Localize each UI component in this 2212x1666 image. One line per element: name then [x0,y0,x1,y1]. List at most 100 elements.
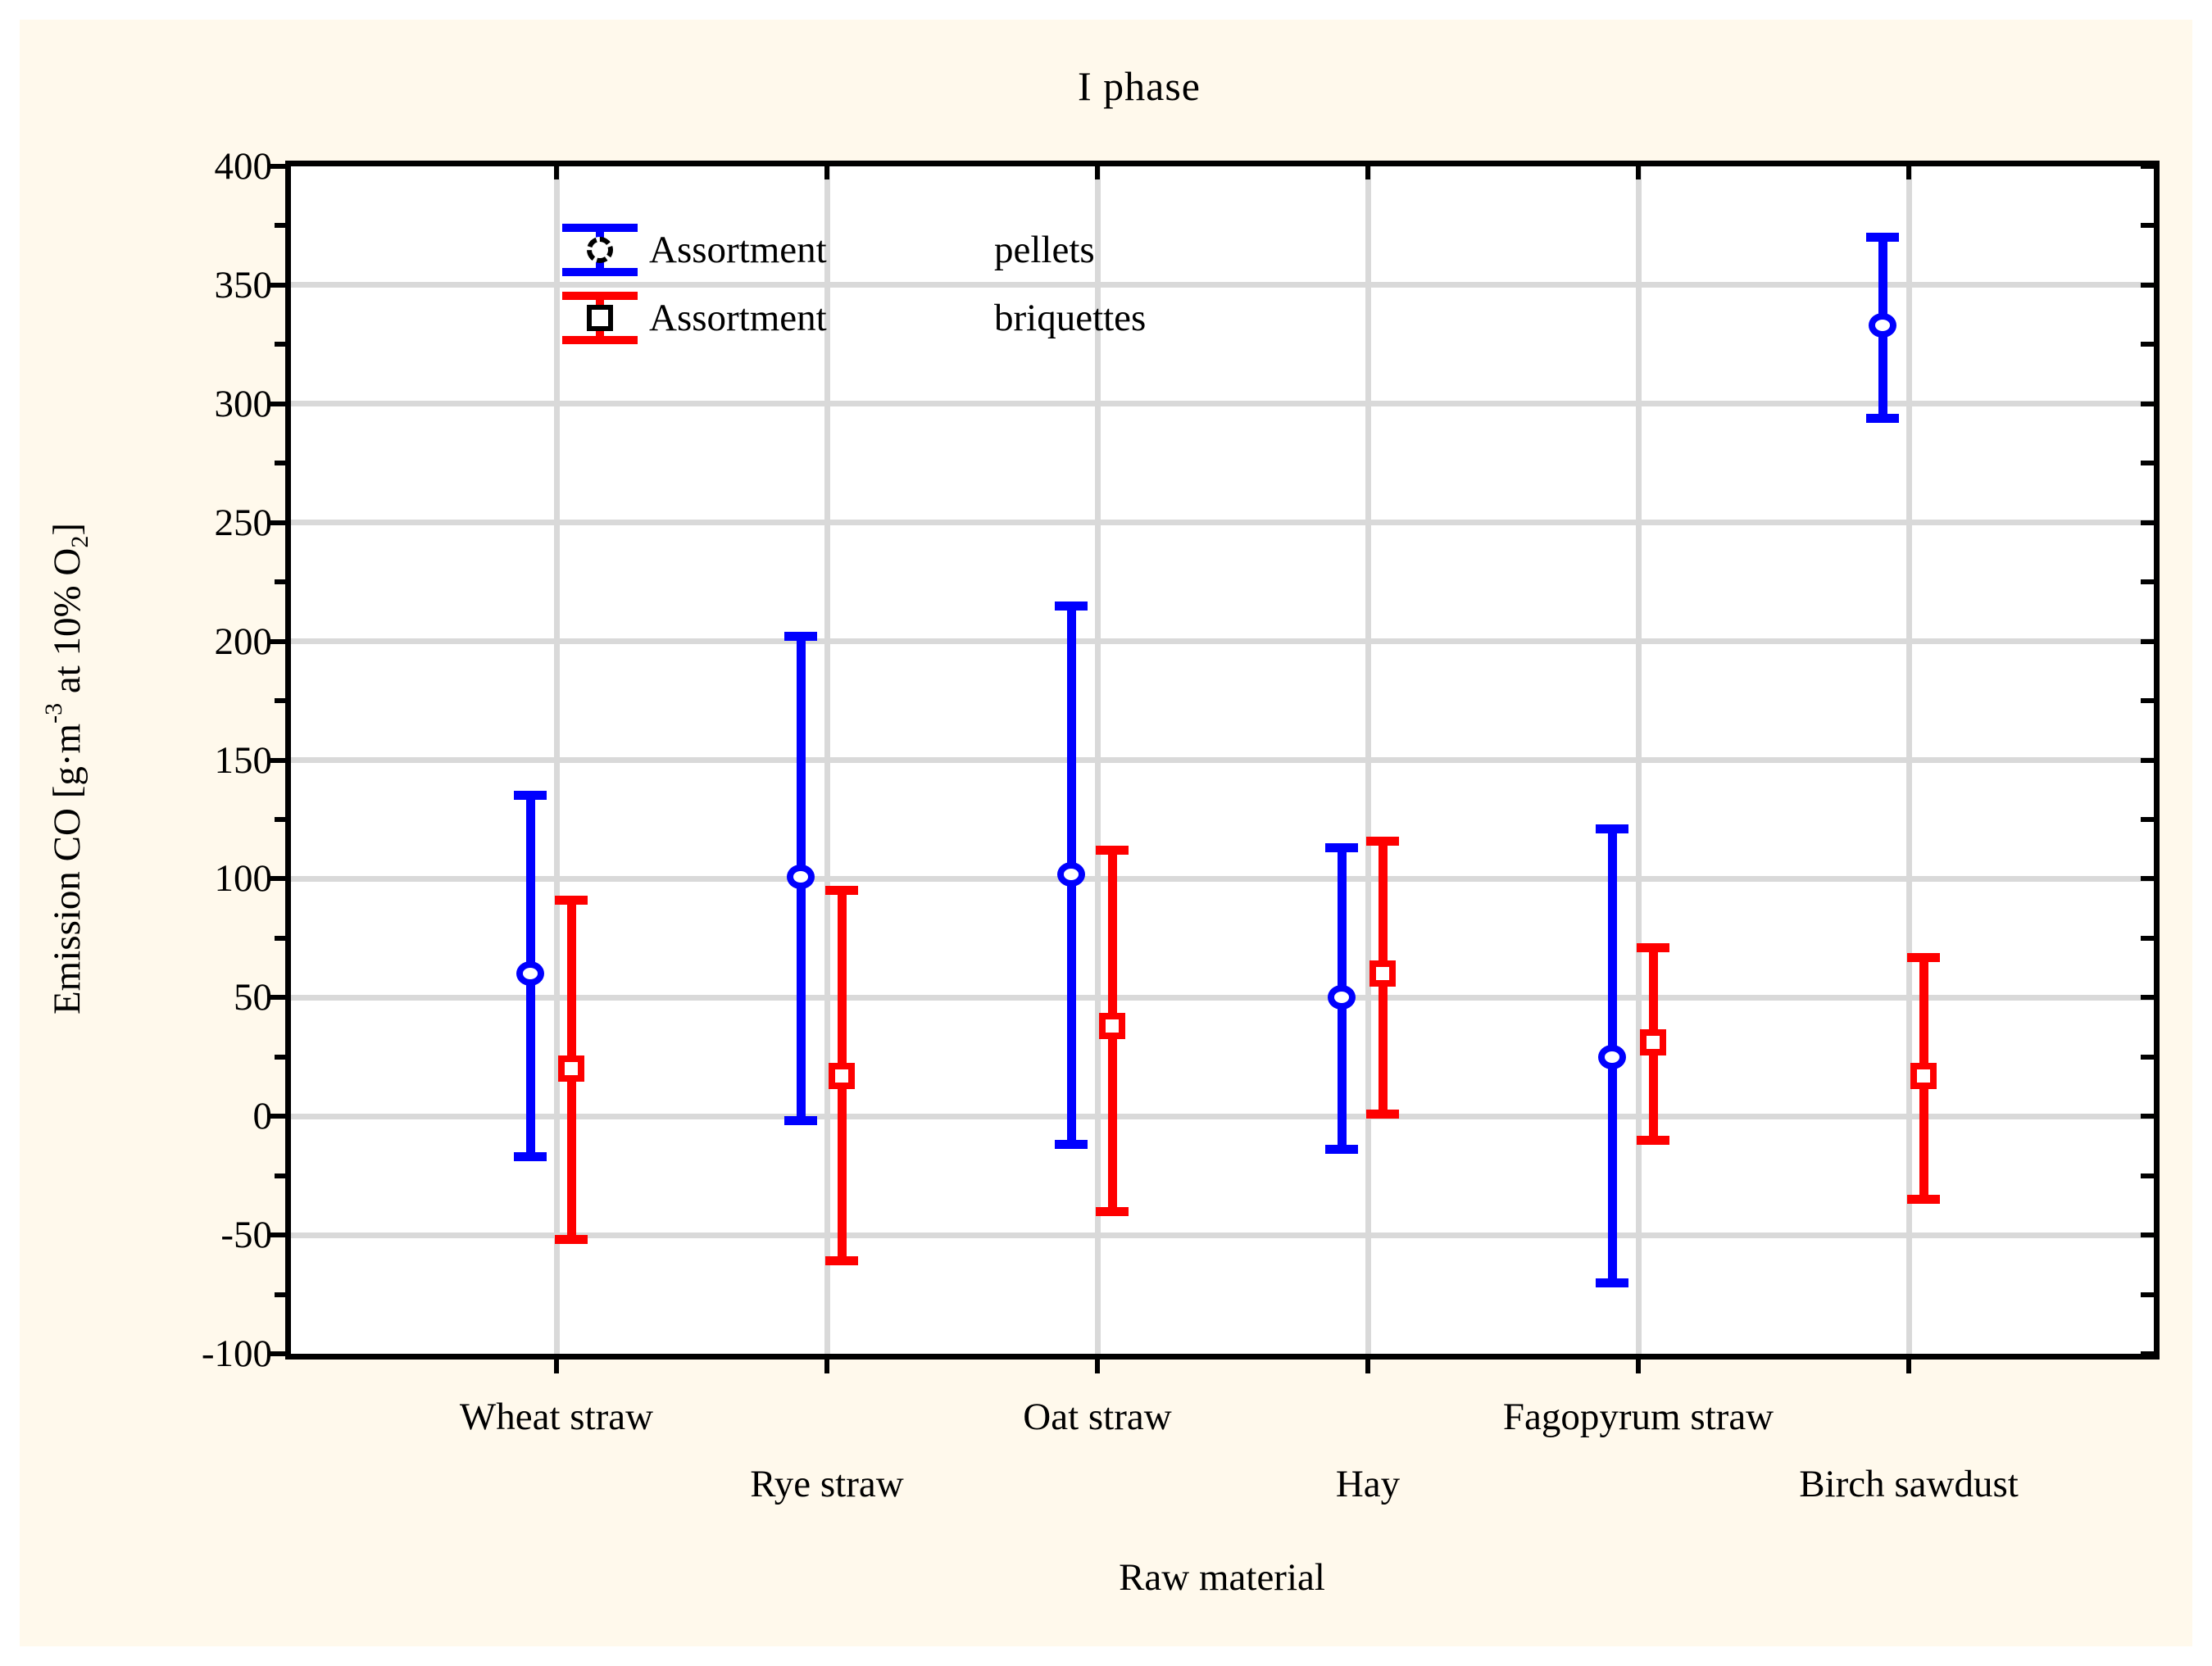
ytick-left-400 [270,164,291,169]
errorbar-cap-bottom [1596,1278,1628,1287]
xtick-bottom-rye-straw [824,1354,829,1373]
y-axis-title-subscript: 2 [66,535,93,548]
gridline-v-wheat-straw [553,166,560,1354]
ytick-right-400 [2141,164,2154,169]
ytick-right-250 [2141,520,2154,525]
errorbar-cap-top [784,632,817,642]
gridline-h-250 [291,520,2154,526]
ytick-right-350 [2141,282,2154,288]
ytick-label-200: 200 [214,620,273,663]
gridline-h-100 [291,875,2154,882]
errorbar-cap-bottom [1055,1140,1088,1150]
gridline-h-150 [291,757,2154,763]
xtick-top-wheat-straw [554,166,559,179]
gridline-h-50 [291,994,2154,1001]
ytick-right-125 [2141,816,2154,822]
mean-marker-square [829,1062,855,1089]
gridline-h-0 [291,1113,2154,1119]
xtick-top-rye-straw [824,166,829,179]
ytick-label-350: 350 [214,263,273,306]
gridline-h-350 [291,282,2154,288]
errorbar-cap-top [825,886,858,896]
errorbar-cap-bottom [1637,1135,1669,1145]
ytick-left-350 [270,282,291,288]
category-label-birch-sawdust: Birch sawdust [1799,1463,2019,1505]
ytick-left--25 [275,1173,291,1178]
errorbar-cap-bottom [555,1235,588,1245]
errorbar-cap-top [1055,601,1088,611]
ytick-label--50: -50 [220,1214,272,1257]
ytick-right-225 [2141,579,2154,585]
ytick-left-375 [275,223,291,229]
legend-series-label: Assortment [649,297,827,339]
category-label-wheat-straw: Wheat straw [459,1396,654,1438]
xtick-top-oat-straw [1095,166,1100,179]
ytick-right-325 [2141,342,2154,347]
ytick-label-400: 400 [214,145,273,188]
ytick-label-150: 150 [214,738,273,782]
category-label-fagopyrum-straw: Fagopyrum straw [1502,1396,1774,1438]
ytick-right--50 [2141,1232,2154,1238]
errorbar-cap-top [1366,836,1399,846]
y-axis-title: Emission CO [g·m-3 at 10% O2] [40,195,94,1342]
errorbar-cap-bottom [1866,413,1899,423]
errorbar-cap-top [555,895,588,905]
ytick-right-175 [2141,698,2154,704]
ytick-left-200 [270,638,291,644]
errorbar-cap-bottom [514,1151,547,1161]
errorbar-cap-top [514,791,547,801]
mean-marker-circle [1869,313,1896,338]
gridline-h--50 [291,1232,2154,1238]
xtick-bottom-wheat-straw [554,1354,559,1373]
gridline-v-rye-straw [824,166,830,1354]
ytick-right--75 [2141,1291,2154,1297]
mean-marker-square [1369,960,1396,987]
ytick-label-100: 100 [214,857,273,901]
gridline-h-200 [291,638,2154,645]
ytick-right-200 [2141,638,2154,644]
ytick-right-100 [2141,876,2154,882]
x-axis-title: Raw material [1119,1556,1325,1599]
ytick-left--50 [270,1232,291,1238]
errorbar-cap-bottom [1325,1145,1358,1155]
gridline-h-300 [291,401,2154,407]
errorbar-cap-top [1596,824,1628,834]
mean-marker-circle [1598,1044,1626,1069]
ytick-right-50 [2141,995,2154,1001]
ytick-right--100 [2141,1351,2154,1356]
y-axis-title-mid: at 10% O [46,547,89,703]
y-axis-title-pre: Emission CO [g·m [46,723,89,1015]
gridline-v-hay [1365,166,1371,1354]
xtick-bottom-oat-straw [1095,1354,1100,1373]
ytick-right--25 [2141,1173,2154,1178]
mean-marker-square [1640,1029,1666,1056]
gridline-v-fagopyrum-straw [1635,166,1642,1354]
errorbar-cap-top [1866,233,1899,243]
chart-title: I phase [1078,63,1201,109]
xtick-bottom-fagopyrum-straw [1636,1354,1641,1373]
ytick-left-325 [275,342,291,347]
mean-marker-circle [1328,985,1356,1010]
ytick-left-150 [270,757,291,763]
ytick-left--100 [270,1351,291,1356]
errorbar-cap-bottom [1366,1109,1399,1119]
ytick-right-300 [2141,401,2154,406]
ytick-left--75 [275,1291,291,1297]
ytick-label-250: 250 [214,501,273,544]
ytick-right-0 [2141,1114,2154,1119]
ytick-left-100 [270,876,291,882]
legend-marker-circle-icon [587,237,613,263]
xtick-top-hay [1365,166,1370,179]
errorbar-cap-top [1096,846,1129,856]
errorbar-cap-bottom [825,1256,858,1266]
ytick-left-300 [270,401,291,406]
errorbar-cap-bottom [1907,1195,1940,1205]
ytick-label--100: -100 [201,1332,272,1375]
ytick-left-25 [275,1054,291,1060]
ytick-left-250 [270,520,291,525]
mean-marker-square [1910,1062,1937,1089]
ytick-left-125 [275,816,291,822]
errorbar-cap-bottom [784,1116,817,1126]
ytick-right-275 [2141,461,2154,466]
